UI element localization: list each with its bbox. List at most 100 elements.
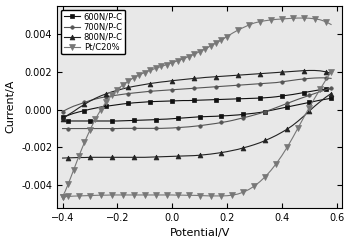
800N/P-C (88, 100, 92, 102)
800N/P-C (77, 106, 81, 109)
Pt/C20% (296, 17, 300, 20)
800N/P-C (115, 89, 119, 92)
800N/P-C (214, 75, 218, 78)
700N/P-C (148, 90, 152, 93)
800N/P-C (143, 83, 147, 86)
600N/P-C (187, 99, 191, 102)
700N/P-C (296, 78, 300, 81)
700N/P-C (115, 94, 119, 97)
Pt/C20% (156, 66, 161, 69)
600N/P-C (77, 111, 81, 113)
800N/P-C (82, 103, 86, 106)
600N/P-C (93, 107, 98, 110)
700N/P-C (329, 77, 333, 80)
700N/P-C (214, 85, 218, 88)
600N/P-C (143, 101, 147, 103)
700N/P-C (252, 83, 257, 86)
800N/P-C (203, 76, 207, 79)
800N/P-C (126, 86, 131, 89)
600N/P-C (252, 97, 257, 100)
800N/P-C (290, 70, 295, 73)
700N/P-C (280, 80, 284, 83)
700N/P-C (176, 88, 180, 91)
700N/P-C (241, 83, 245, 86)
600N/P-C (66, 114, 70, 117)
700N/P-C (82, 101, 86, 104)
800N/P-C (329, 72, 333, 75)
600N/P-C (307, 90, 311, 93)
800N/P-C (313, 69, 317, 72)
Line: 700N/P-C: 700N/P-C (61, 76, 333, 113)
Pt/C20% (192, 53, 196, 56)
600N/P-C (126, 102, 131, 105)
600N/P-C (104, 105, 108, 108)
700N/P-C (302, 78, 306, 81)
600N/P-C (82, 109, 86, 112)
800N/P-C (307, 69, 311, 72)
700N/P-C (93, 98, 98, 101)
600N/P-C (269, 96, 273, 99)
800N/P-C (318, 69, 322, 72)
700N/P-C (187, 87, 191, 90)
700N/P-C (230, 84, 235, 87)
600N/P-C (323, 88, 328, 91)
600N/P-C (137, 101, 141, 104)
600N/P-C (258, 97, 262, 100)
600N/P-C (115, 103, 119, 106)
600N/P-C (290, 93, 295, 96)
Line: Pt/C20%: Pt/C20% (60, 15, 334, 199)
700N/P-C (137, 91, 141, 94)
700N/P-C (290, 79, 295, 82)
Pt/C20% (329, 23, 333, 26)
600N/P-C (192, 99, 196, 102)
700N/P-C (263, 82, 267, 85)
700N/P-C (225, 84, 229, 87)
700N/P-C (99, 96, 103, 99)
800N/P-C (181, 78, 185, 81)
800N/P-C (148, 82, 152, 85)
700N/P-C (269, 81, 273, 84)
Pt/C20% (280, 18, 284, 20)
600N/P-C (209, 98, 213, 101)
600N/P-C (219, 98, 224, 101)
700N/P-C (121, 93, 125, 96)
600N/P-C (164, 100, 169, 102)
800N/P-C (110, 90, 114, 93)
800N/P-C (104, 92, 108, 95)
800N/P-C (209, 76, 213, 79)
Y-axis label: Current/A: Current/A (6, 80, 15, 133)
800N/P-C (302, 69, 306, 72)
800N/P-C (258, 72, 262, 75)
600N/P-C (203, 99, 207, 102)
700N/P-C (323, 76, 328, 79)
700N/P-C (274, 81, 278, 84)
800N/P-C (192, 77, 196, 80)
800N/P-C (132, 85, 136, 88)
600N/P-C (170, 100, 174, 102)
800N/P-C (154, 81, 158, 84)
600N/P-C (181, 99, 185, 102)
800N/P-C (269, 71, 273, 74)
800N/P-C (99, 94, 103, 97)
800N/P-C (71, 110, 76, 113)
600N/P-C (132, 101, 136, 104)
600N/P-C (230, 98, 235, 101)
800N/P-C (170, 79, 174, 82)
800N/P-C (323, 70, 328, 73)
700N/P-C (181, 88, 185, 91)
600N/P-C (61, 116, 65, 119)
800N/P-C (247, 73, 251, 76)
600N/P-C (274, 95, 278, 98)
600N/P-C (329, 87, 333, 90)
800N/P-C (164, 80, 169, 83)
600N/P-C (176, 99, 180, 102)
600N/P-C (263, 96, 267, 99)
800N/P-C (219, 75, 224, 78)
800N/P-C (66, 113, 70, 116)
600N/P-C (285, 94, 289, 97)
Pt/C20% (200, 49, 204, 52)
700N/P-C (126, 92, 131, 95)
700N/P-C (66, 107, 70, 110)
800N/P-C (93, 97, 98, 100)
700N/P-C (154, 90, 158, 92)
